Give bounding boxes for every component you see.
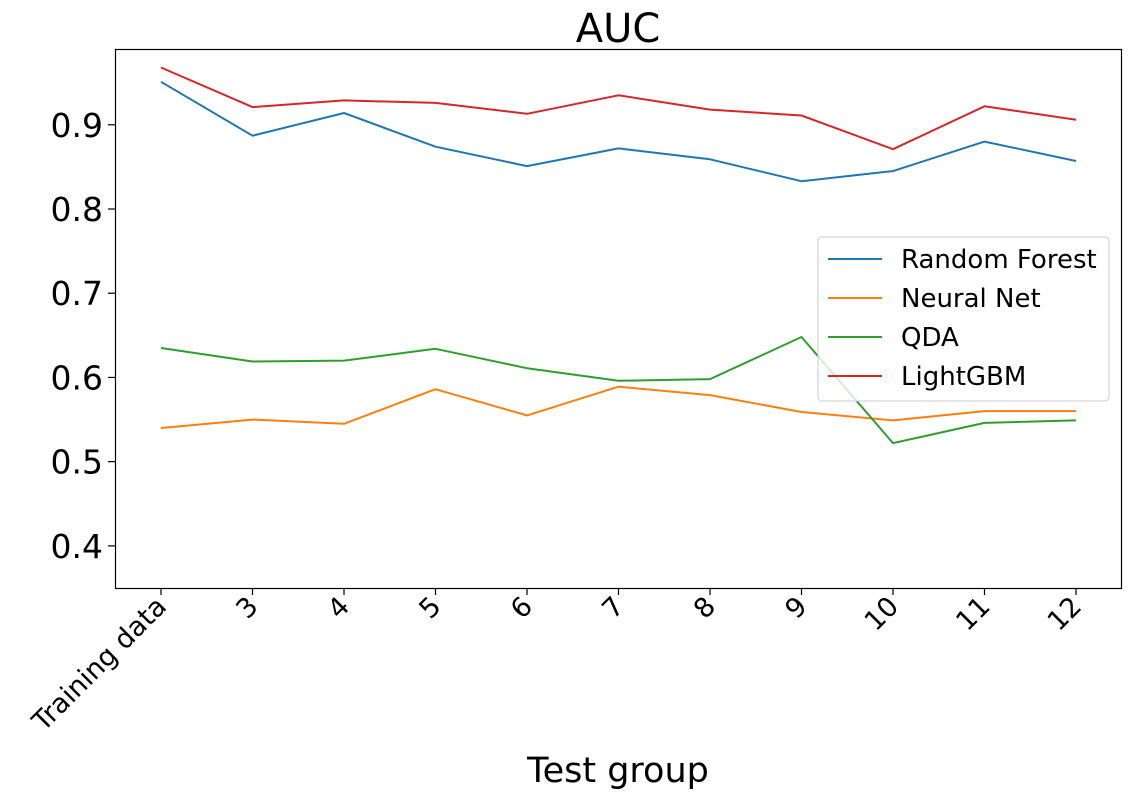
x-tick-label: Training data	[26, 591, 173, 738]
y-tick-label: 0.4	[51, 527, 103, 566]
legend-label-qda: QDA	[901, 323, 959, 353]
x-tick-label: 7	[596, 591, 630, 625]
y-tick-label: 0.9	[51, 106, 103, 145]
y-axis: 0.4 0.5 0.6 0.7 0.8 0.9	[51, 106, 115, 566]
y-tick-label: 0.5	[51, 443, 103, 482]
series-layer	[160, 66, 1077, 445]
x-tick-label: 5	[413, 591, 447, 625]
series-line-lightgbm	[160, 66, 1077, 151]
x-tick-label: 4	[322, 591, 356, 625]
x-tick-label: 12	[1042, 591, 1088, 637]
x-tick-label: 6	[505, 591, 539, 625]
x-axis: Training data 3 4 5 6 7 8 9 10 11 12	[26, 588, 1088, 738]
legend-label-lightgbm: LightGBM	[901, 362, 1026, 392]
x-tick-label: 8	[688, 591, 722, 625]
x-tick-label: 9	[779, 591, 813, 625]
y-tick-label: 0.8	[51, 190, 103, 229]
x-axis-label: Test group	[526, 751, 709, 791]
legend: Random Forest Neural Net QDA LightGBM	[817, 236, 1110, 402]
y-tick-label: 0.7	[51, 274, 103, 313]
series-line-qda	[160, 336, 1077, 445]
legend-label-random-forest: Random Forest	[901, 245, 1097, 275]
series-line-random-forest	[160, 80, 1077, 183]
series-line-neural-net	[160, 385, 1076, 429]
chart-title: AUC	[576, 6, 661, 52]
x-tick-label: 3	[230, 591, 264, 625]
legend-label-neural-net: Neural Net	[901, 284, 1041, 314]
legend-box	[817, 236, 1110, 402]
x-tick-label: 11	[950, 591, 996, 637]
x-tick-label: 10	[859, 591, 905, 637]
y-tick-label: 0.6	[51, 358, 103, 397]
